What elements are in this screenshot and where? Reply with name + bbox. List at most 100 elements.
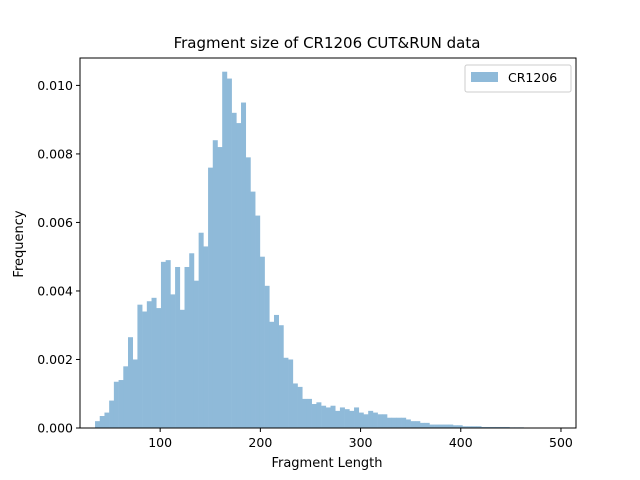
histogram-bar bbox=[241, 102, 247, 428]
x-tick-label: 300 bbox=[349, 435, 373, 450]
y-tick-label: 0.006 bbox=[37, 215, 73, 230]
histogram-bar bbox=[123, 366, 129, 428]
histogram-bar bbox=[198, 232, 204, 428]
histogram-bar bbox=[462, 426, 468, 428]
histogram-bar bbox=[500, 426, 506, 428]
histogram-bar bbox=[316, 402, 322, 428]
histogram-bar bbox=[372, 412, 378, 428]
histogram-bar bbox=[273, 314, 279, 428]
histogram-bar bbox=[245, 157, 251, 428]
x-axis-ticks: 100 200 300 400 500 bbox=[148, 428, 573, 450]
histogram-bar bbox=[391, 417, 397, 428]
x-tick-label: 400 bbox=[449, 435, 473, 450]
histogram-bar bbox=[184, 266, 190, 428]
histogram-bar bbox=[419, 422, 425, 428]
histogram-bar bbox=[137, 304, 143, 428]
histogram-bar bbox=[504, 426, 510, 428]
histogram-bar bbox=[354, 407, 360, 428]
histogram-bar bbox=[382, 414, 388, 428]
histogram-bar bbox=[146, 301, 152, 428]
histogram-bar bbox=[377, 414, 383, 428]
histogram-bar bbox=[495, 426, 501, 428]
histogram-bar bbox=[363, 414, 369, 428]
histogram-bar bbox=[443, 424, 449, 428]
histogram-bar bbox=[95, 421, 101, 428]
chart-title: Fragment size of CR1206 CUT&RUN data bbox=[174, 34, 481, 52]
histogram-bar bbox=[217, 147, 223, 428]
y-axis-label: Frequency bbox=[12, 210, 27, 277]
histogram-bar bbox=[278, 325, 284, 428]
histogram-bar bbox=[349, 410, 355, 428]
histogram-bar bbox=[452, 425, 458, 428]
histogram-bar bbox=[292, 383, 298, 428]
histogram-bar bbox=[160, 261, 166, 428]
histogram-bar bbox=[203, 246, 209, 428]
legend-swatch bbox=[471, 72, 498, 82]
histogram-bar bbox=[236, 123, 242, 428]
histogram-bar bbox=[288, 359, 294, 428]
histogram-bar bbox=[471, 426, 477, 428]
histogram-bar bbox=[448, 424, 454, 428]
histogram-bar bbox=[283, 357, 289, 428]
histogram-bar bbox=[481, 426, 487, 428]
histogram-bar bbox=[344, 409, 350, 428]
histogram-bar bbox=[387, 417, 393, 428]
y-axis-ticks: 0.000 0.002 0.004 0.006 0.008 0.010 bbox=[37, 78, 80, 436]
histogram-bar bbox=[170, 294, 176, 428]
histogram-bar bbox=[99, 416, 105, 428]
histogram-bar bbox=[339, 407, 345, 428]
legend-label: CR1206 bbox=[508, 70, 557, 85]
x-axis-label: Fragment Length bbox=[271, 456, 382, 471]
histogram-bar bbox=[208, 167, 214, 428]
histogram-bar bbox=[490, 426, 496, 428]
histogram-bar bbox=[297, 386, 303, 428]
y-tick-label: 0.000 bbox=[37, 421, 73, 436]
histogram-bar bbox=[438, 424, 444, 428]
histogram-bar bbox=[358, 412, 364, 428]
histogram-bar bbox=[222, 71, 228, 428]
histogram-bar bbox=[335, 410, 341, 428]
y-tick-label: 0.008 bbox=[37, 146, 73, 161]
plot-area bbox=[95, 71, 524, 428]
histogram-bar bbox=[113, 381, 119, 428]
y-tick-label: 0.004 bbox=[37, 283, 73, 298]
histogram-bar bbox=[306, 398, 312, 428]
legend: CR1206 bbox=[464, 64, 572, 93]
histogram-bar bbox=[175, 266, 181, 428]
histogram-bar bbox=[467, 426, 473, 428]
histogram-bar bbox=[401, 417, 407, 428]
x-tick-label: 500 bbox=[549, 435, 573, 450]
histogram-bar bbox=[259, 256, 265, 428]
histogram-bar bbox=[330, 405, 336, 428]
histogram-bar bbox=[434, 424, 440, 428]
histogram-bar bbox=[429, 424, 435, 428]
histogram-bar bbox=[321, 405, 327, 428]
histogram-bar bbox=[457, 425, 463, 428]
x-tick-label: 200 bbox=[248, 435, 272, 450]
histogram-bar bbox=[302, 398, 308, 428]
histogram-bar bbox=[264, 285, 270, 428]
histogram-bar bbox=[165, 260, 171, 428]
histogram-bar bbox=[231, 112, 237, 428]
histogram-bar bbox=[193, 280, 199, 428]
histogram-bar bbox=[142, 311, 148, 428]
histogram-bar bbox=[226, 78, 232, 428]
histogram-bar bbox=[151, 297, 157, 428]
legend-box bbox=[464, 64, 572, 93]
histogram-bar bbox=[415, 421, 421, 428]
histogram-bar bbox=[128, 337, 134, 428]
histogram-bar bbox=[250, 191, 256, 428]
histogram-bar bbox=[255, 215, 261, 428]
histogram-bar bbox=[396, 417, 402, 428]
histogram-bar bbox=[104, 412, 110, 428]
y-tick-label: 0.010 bbox=[37, 78, 73, 93]
histogram-bar bbox=[179, 309, 185, 428]
histogram-bar bbox=[476, 426, 482, 428]
histogram-bar bbox=[269, 321, 275, 428]
histogram-bar bbox=[156, 308, 162, 428]
histogram-bar bbox=[405, 419, 411, 428]
histogram-bar bbox=[424, 422, 430, 428]
plot-frame bbox=[79, 57, 577, 429]
